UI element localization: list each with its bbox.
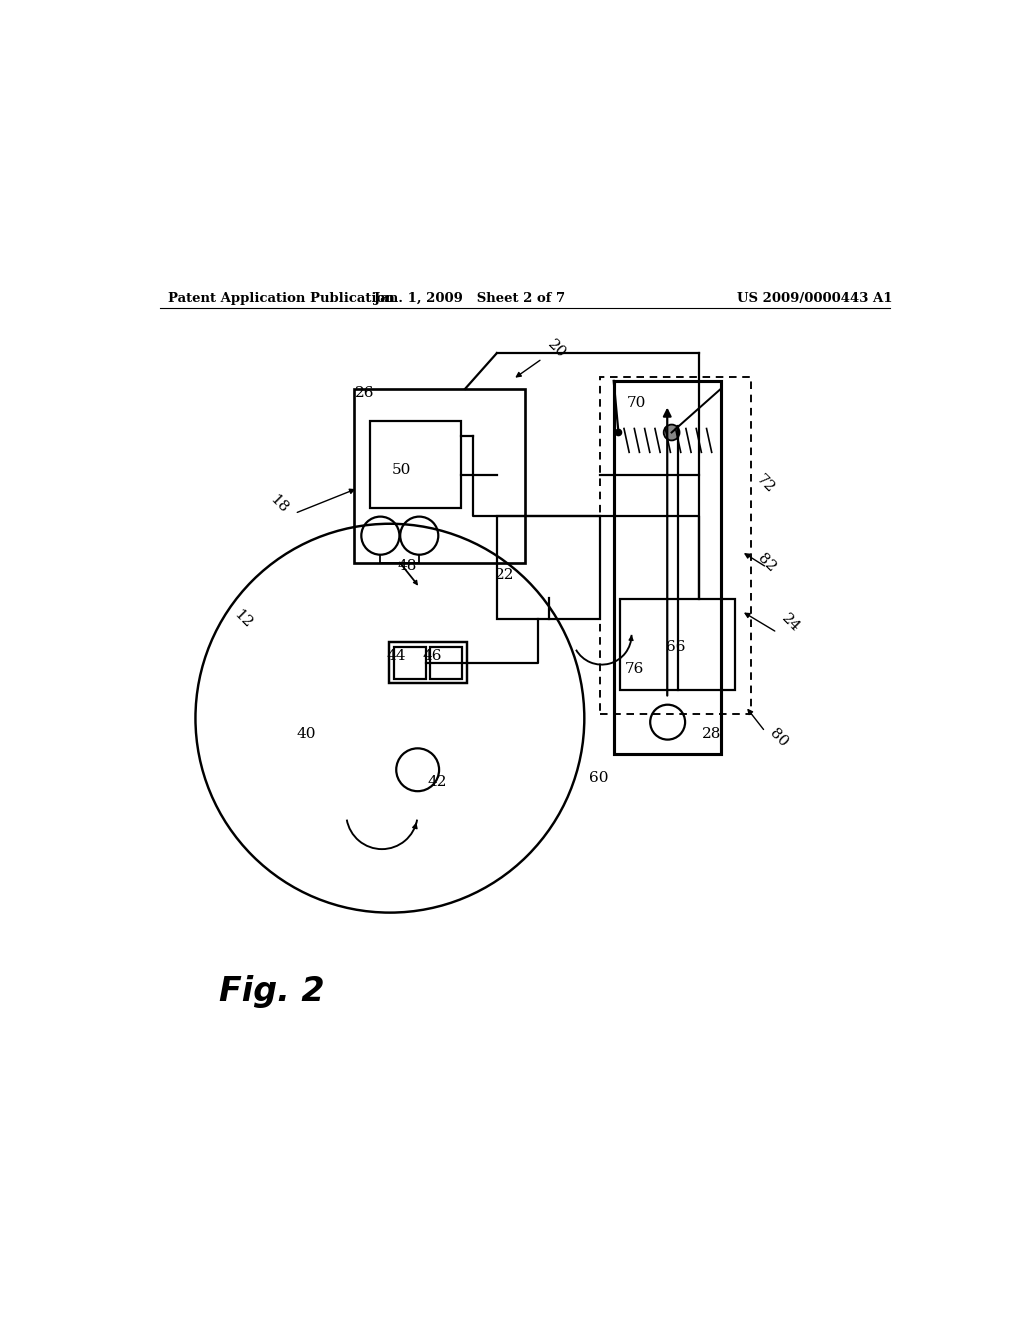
Text: 24: 24 xyxy=(779,611,803,635)
Text: 28: 28 xyxy=(701,727,721,741)
Bar xyxy=(497,516,600,619)
Text: 70: 70 xyxy=(627,396,646,411)
Text: 48: 48 xyxy=(397,558,417,573)
Bar xyxy=(370,421,461,508)
Text: 20: 20 xyxy=(545,338,568,360)
Text: 18: 18 xyxy=(267,492,291,516)
Text: Patent Application Publication: Patent Application Publication xyxy=(168,292,394,305)
Bar xyxy=(394,647,426,678)
Bar xyxy=(430,647,462,678)
Bar xyxy=(389,642,467,684)
Text: 42: 42 xyxy=(428,775,447,788)
Text: 22: 22 xyxy=(496,569,515,582)
Text: 72: 72 xyxy=(754,473,777,496)
Bar xyxy=(354,389,524,564)
Text: 40: 40 xyxy=(297,727,316,741)
Text: 76: 76 xyxy=(625,663,644,676)
Bar xyxy=(620,599,735,690)
Circle shape xyxy=(615,429,622,436)
Text: 80: 80 xyxy=(767,726,791,750)
Text: 26: 26 xyxy=(354,385,374,400)
Text: Fig. 2: Fig. 2 xyxy=(219,975,325,1008)
Text: US 2009/0000443 A1: US 2009/0000443 A1 xyxy=(736,292,892,305)
Text: 82: 82 xyxy=(755,552,778,576)
Bar xyxy=(600,378,751,714)
Text: 46: 46 xyxy=(422,649,441,663)
Text: Jan. 1, 2009   Sheet 2 of 7: Jan. 1, 2009 Sheet 2 of 7 xyxy=(374,292,565,305)
Text: 12: 12 xyxy=(231,607,255,631)
Text: 66: 66 xyxy=(666,640,685,653)
Text: 60: 60 xyxy=(589,771,608,784)
Bar xyxy=(613,381,721,754)
Text: 44: 44 xyxy=(386,649,406,663)
Circle shape xyxy=(664,425,680,441)
Text: 50: 50 xyxy=(392,463,412,477)
